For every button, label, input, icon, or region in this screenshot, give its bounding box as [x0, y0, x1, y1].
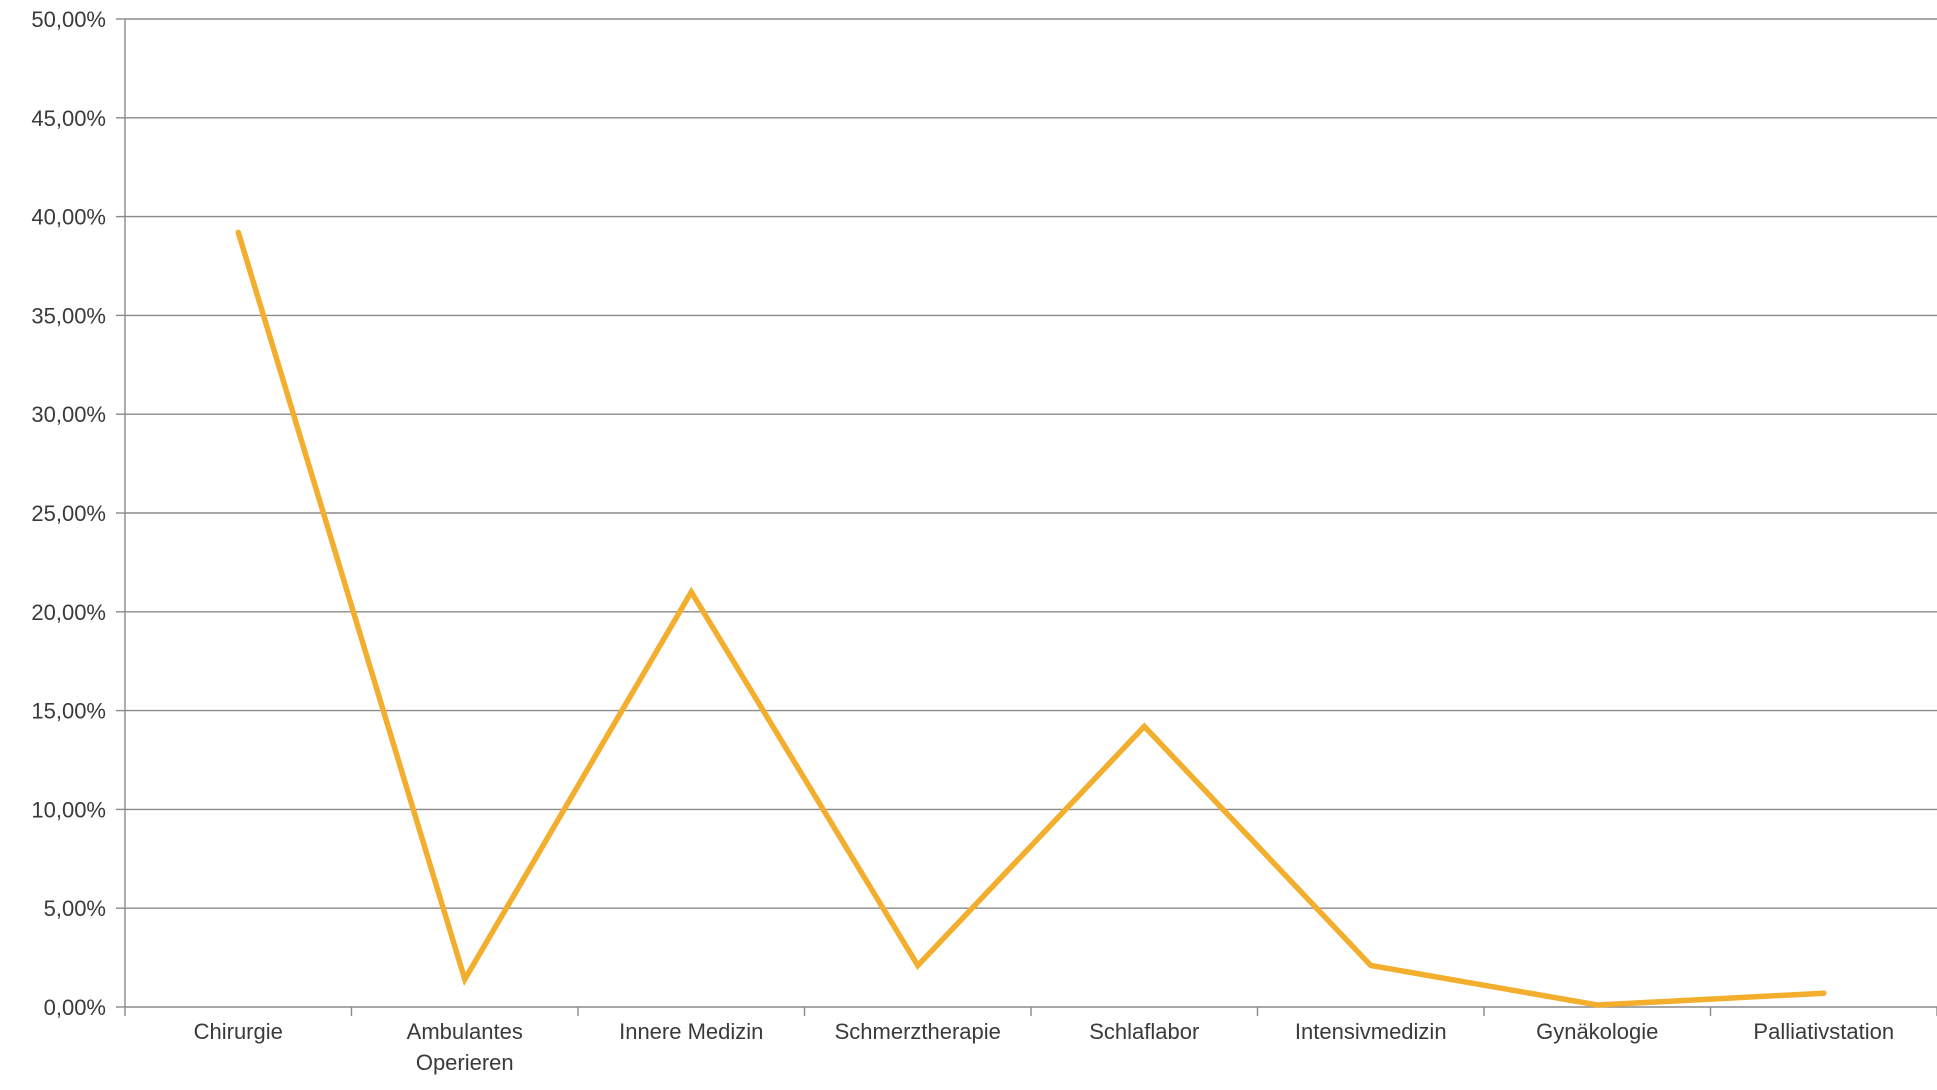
y-tick-label: 35,00%	[31, 303, 106, 328]
x-tick-label: Palliativstation	[1753, 1019, 1894, 1044]
y-tick-label: 45,00%	[31, 106, 106, 131]
x-tick-label: Innere Medizin	[619, 1019, 763, 1044]
gridlines	[125, 19, 1937, 908]
y-tick-label: 10,00%	[31, 797, 106, 822]
x-tick-label: Schmerztherapie	[835, 1019, 1001, 1044]
x-tick-label: Schlaflabor	[1089, 1019, 1199, 1044]
axes	[116, 19, 1937, 1016]
y-tick-label: 40,00%	[31, 205, 106, 230]
y-tick-label: 15,00%	[31, 699, 106, 724]
y-tick-label: 5,00%	[44, 896, 106, 921]
y-tick-label: 30,00%	[31, 402, 106, 427]
y-tick-label: 50,00%	[31, 7, 106, 32]
x-tick-label: Gynäkologie	[1536, 1019, 1658, 1044]
y-axis-tick-labels: 0,00% 5,00% 10,00% 15,00% 20,00% 25,00% 30,00%…	[31, 7, 106, 1020]
x-tick-label: Intensivmedizin	[1295, 1019, 1447, 1044]
series-lines	[238, 232, 1824, 1005]
y-tick-label: 25,00%	[31, 501, 106, 526]
y-tick-label: 20,00%	[31, 600, 106, 625]
x-tick-label: Chirurgie	[194, 1019, 283, 1044]
y-tick-label: 0,00%	[44, 995, 106, 1020]
series-line	[238, 232, 1824, 1005]
